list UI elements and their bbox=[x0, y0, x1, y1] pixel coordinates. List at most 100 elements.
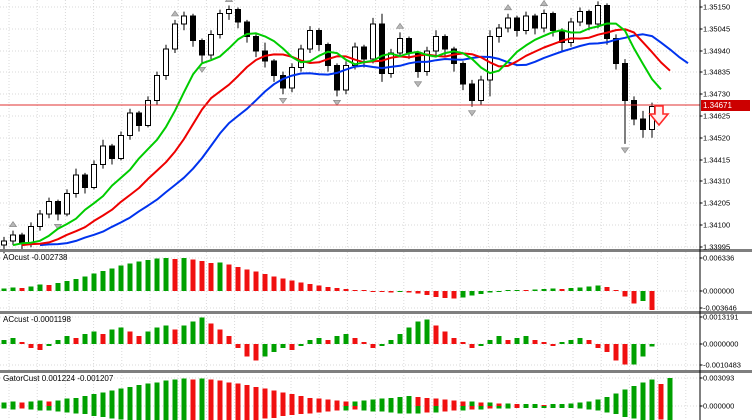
hist-bar bbox=[289, 344, 295, 351]
hist-bar bbox=[550, 406, 556, 408]
hist-bar bbox=[559, 341, 565, 344]
indicator-title-ao: AOcust -0.002738 bbox=[3, 253, 68, 262]
price-axis-label: 1.34100 bbox=[703, 221, 730, 230]
hist-bar bbox=[460, 341, 466, 344]
hist-bar bbox=[118, 327, 124, 344]
hist-bar bbox=[370, 399, 376, 406]
hist-bar bbox=[199, 378, 205, 406]
hist-bar bbox=[406, 406, 412, 414]
hist-bar bbox=[298, 396, 304, 406]
hist-bar bbox=[199, 406, 205, 420]
hist-bar bbox=[541, 341, 547, 344]
hist-bar bbox=[424, 319, 430, 344]
hist-bar bbox=[514, 406, 520, 408]
hist-bar bbox=[253, 344, 259, 361]
hist-bar bbox=[154, 258, 160, 291]
indicator-axis-label: -0.0010483 bbox=[703, 361, 741, 370]
hist-bar bbox=[316, 398, 322, 406]
hist-bar bbox=[478, 402, 484, 406]
hist-bar bbox=[334, 400, 340, 406]
hist-bar bbox=[100, 271, 106, 291]
hist-bar bbox=[424, 406, 430, 413]
candle-bear bbox=[550, 13, 556, 31]
hist-bar bbox=[613, 393, 619, 406]
hist-bar bbox=[325, 286, 331, 291]
hist-bar bbox=[388, 397, 394, 406]
candle-bull bbox=[370, 23, 376, 60]
hist-bar bbox=[235, 266, 241, 291]
hist-bar bbox=[496, 403, 502, 406]
hist-bar bbox=[298, 282, 304, 291]
hist-bar bbox=[109, 268, 115, 291]
candle-bear bbox=[613, 38, 619, 64]
hist-bar bbox=[145, 331, 151, 344]
hist-bar bbox=[181, 325, 187, 344]
pane-separator bbox=[0, 249, 752, 252]
candle-bull bbox=[298, 48, 304, 68]
alligator-jaw-line bbox=[39, 33, 689, 247]
candle-bear bbox=[460, 62, 466, 85]
hist-bar bbox=[19, 287, 25, 291]
candle-bear bbox=[406, 38, 412, 54]
hist-bar bbox=[10, 337, 16, 344]
hist-bar bbox=[10, 401, 16, 406]
hist-bar bbox=[415, 406, 421, 414]
hist-bar bbox=[136, 335, 142, 344]
hist-bar bbox=[109, 329, 115, 344]
hist-bar bbox=[640, 344, 646, 357]
hist-bar bbox=[289, 394, 295, 406]
candle-bull bbox=[523, 15, 529, 31]
hist-bar bbox=[163, 380, 169, 406]
hist-bar bbox=[640, 291, 646, 301]
hist-bar bbox=[514, 289, 520, 291]
candle-bull bbox=[37, 213, 43, 228]
hist-bar bbox=[469, 406, 475, 410]
indicator-name: GatorCust bbox=[3, 374, 40, 383]
hist-bar bbox=[577, 406, 583, 409]
hist-bar bbox=[244, 269, 250, 291]
hist-bar bbox=[73, 406, 79, 414]
hist-bar bbox=[460, 291, 466, 298]
hist-bar bbox=[649, 291, 655, 310]
hist-bar bbox=[1, 339, 7, 344]
indicator-value: -0.0001198 bbox=[31, 315, 71, 324]
hist-bar bbox=[568, 287, 574, 291]
hist-bar bbox=[280, 406, 286, 416]
fractal-down-icon bbox=[620, 147, 630, 154]
hist-bar bbox=[433, 291, 439, 297]
hist-bar bbox=[190, 321, 196, 344]
price-axis-label: 1.34520 bbox=[703, 134, 730, 143]
hist-bar bbox=[487, 339, 493, 344]
hist-bar bbox=[46, 285, 52, 291]
hist-bar bbox=[136, 406, 142, 420]
price-axis-label: 1.35150 bbox=[703, 3, 730, 12]
candle-bull bbox=[91, 164, 97, 188]
hist-bar bbox=[244, 344, 250, 357]
indicator-axis-label: 0.0013191 bbox=[703, 313, 738, 322]
sell-signal-arrow[interactable] bbox=[648, 105, 670, 127]
hist-bar bbox=[667, 377, 673, 406]
hist-bar bbox=[271, 406, 277, 418]
candle-bear bbox=[622, 62, 628, 102]
alligator-teeth-line bbox=[21, 28, 671, 247]
hist-bar bbox=[424, 291, 430, 296]
hist-bar bbox=[631, 344, 637, 365]
hist-bar bbox=[172, 258, 178, 291]
hist-bar bbox=[37, 284, 43, 291]
hist-bar bbox=[595, 285, 601, 291]
candle-bull bbox=[217, 13, 223, 35]
hist-bar bbox=[280, 278, 286, 291]
candle-bull bbox=[307, 29, 313, 50]
indicator-axis-label: -0.003646 bbox=[703, 304, 737, 313]
hist-bar bbox=[10, 287, 16, 291]
candle-bear bbox=[514, 17, 520, 31]
candle-bull bbox=[595, 4, 601, 25]
hist-bar bbox=[451, 400, 457, 406]
hist-bar bbox=[316, 406, 322, 413]
hist-bar bbox=[163, 406, 169, 420]
hist-bar bbox=[226, 382, 232, 406]
hist-bar bbox=[586, 406, 592, 410]
hist-bar bbox=[496, 335, 502, 344]
hist-bar bbox=[343, 288, 349, 291]
